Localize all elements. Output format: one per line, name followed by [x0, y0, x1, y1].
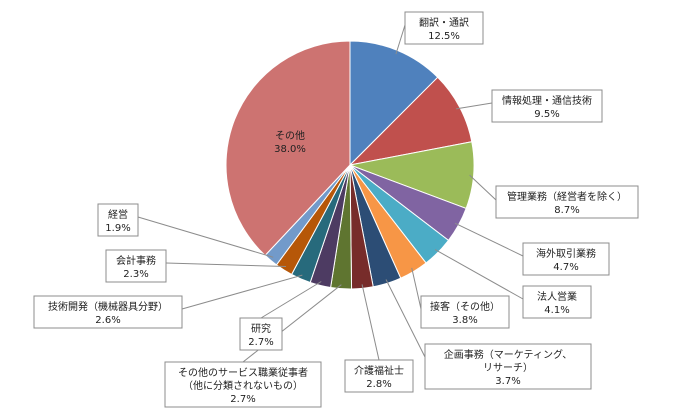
label-category: 会計事務 [116, 254, 156, 267]
label-category: 経営 [108, 208, 128, 221]
label-box [522, 285, 592, 319]
data-label: 経営 1.9% [97, 203, 139, 237]
leader-line [385, 279, 426, 358]
label-box [105, 249, 167, 283]
label-category: 法人営業 [537, 290, 577, 303]
label-value: 9.5% [534, 109, 559, 120]
label-box [491, 89, 603, 123]
label-value: 2.3% [123, 269, 148, 280]
label-box [420, 295, 510, 329]
label-value: 4.7% [553, 262, 578, 273]
data-label: 海外取引業務 4.7% [522, 242, 610, 276]
label-category: 情報処理・通信技術 [502, 94, 592, 107]
label-box [495, 185, 639, 219]
label-value: 3.8% [452, 315, 477, 326]
pie-slice [225, 40, 351, 257]
data-label: 法人営業 4.1% [522, 285, 592, 319]
label-box [344, 359, 414, 393]
label-category: その他 [275, 129, 305, 142]
data-label: 情報処理・通信技術 9.5% [491, 89, 603, 123]
label-value: 3.7% [495, 376, 520, 387]
label-category: （他に分類されないもの） [183, 379, 303, 392]
label-category: その他のサービス職業従事者 [178, 366, 308, 379]
label-box [404, 11, 484, 45]
leader-line [260, 281, 322, 319]
leader-line [411, 267, 422, 310]
leader-line [137, 216, 274, 258]
label-value: 38.0% [274, 144, 306, 155]
leader-line [165, 262, 287, 268]
label-box [424, 343, 592, 390]
data-label: 技術開発（機械器具分野） 2.6% [33, 295, 183, 329]
label-category: 翻訳・通訳 [419, 16, 469, 29]
label-category: 企画事務（マーケティング、 [444, 348, 573, 361]
data-label: 会計事務 2.3% [105, 249, 167, 283]
data-label: その他 38.0% [274, 129, 306, 155]
label-category: 技術開発（機械器具分野） [48, 300, 168, 313]
label-category: 管理業務（経営者を除く） [507, 190, 627, 203]
leader-line [469, 174, 497, 201]
label-value: 12.5% [428, 31, 460, 42]
leader-line [434, 249, 524, 300]
leader-line [361, 284, 380, 361]
label-value: 4.1% [544, 305, 569, 316]
label-category: 研究 [251, 322, 271, 335]
data-label: 研究 2.7% [239, 317, 283, 351]
data-label: 接客（その他） 3.8% [420, 295, 510, 329]
leader-line [455, 102, 493, 110]
data-label: 翻訳・通訳 12.5% [404, 11, 484, 45]
label-value: 1.9% [105, 223, 130, 234]
label-box [522, 242, 610, 276]
label-value: 2.7% [248, 337, 273, 348]
leader-lines [137, 24, 524, 363]
label-value: 2.8% [366, 379, 391, 390]
label-category: 海外取引業務 [536, 247, 596, 260]
data-label: 介護福祉士 2.8% [344, 359, 414, 393]
data-label: 管理業務（経営者を除く） 8.7% [495, 185, 639, 219]
label-category: 接客（その他） [430, 300, 500, 313]
leader-line [454, 222, 524, 257]
label-box [33, 295, 183, 329]
leader-line [181, 274, 303, 310]
label-box [239, 317, 283, 351]
label-box [97, 203, 139, 237]
data-label: その他のサービス職業従事者（他に分類されないもの） 2.7% [164, 361, 322, 408]
label-value: 2.6% [95, 315, 120, 326]
label-category: 介護福祉士 [354, 364, 404, 377]
label-value: 2.7% [230, 394, 255, 405]
leader-line [395, 24, 406, 55]
pie-slices [225, 40, 475, 290]
data-labels: 翻訳・通訳 12.5% 情報処理・通信技術 9.5% 管理業務（経営者を除く） 8.7% 海… [33, 11, 639, 408]
label-value: 8.7% [554, 205, 579, 216]
label-category: リサーチ） [483, 362, 533, 374]
data-label: 企画事務（マーケティング、リサーチ） 3.7% [424, 343, 592, 390]
label-box [164, 361, 322, 408]
